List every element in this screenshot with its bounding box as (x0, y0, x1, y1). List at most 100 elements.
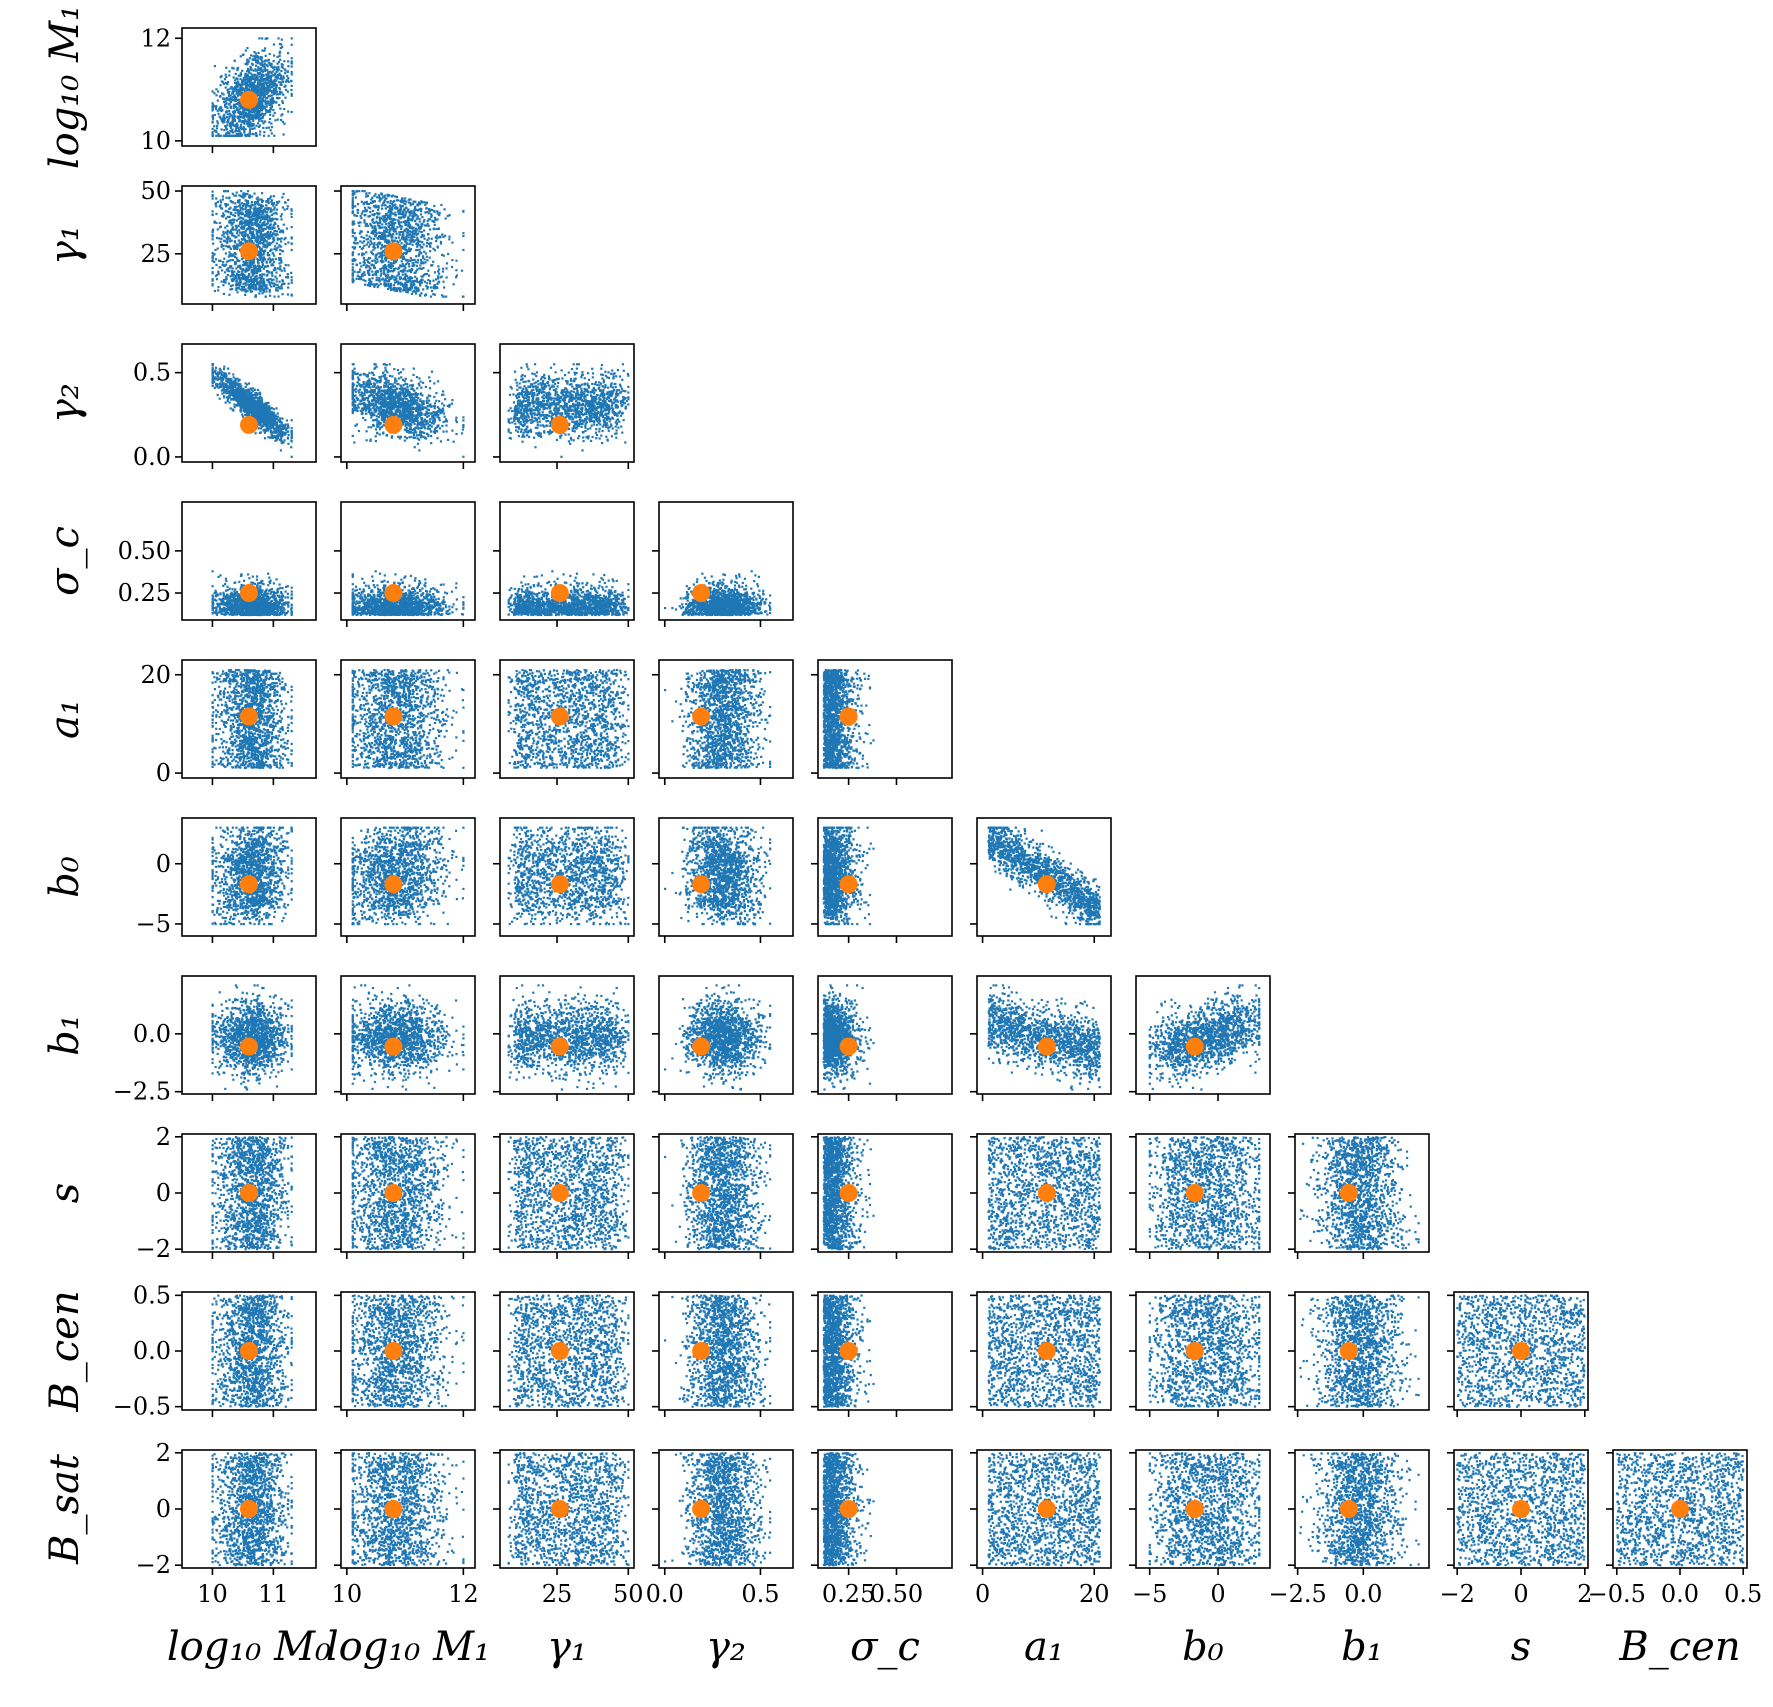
sample-point (269, 118, 271, 120)
sample-point (212, 131, 214, 133)
sample-point (271, 105, 273, 107)
sample-point (273, 248, 275, 250)
sample-point (245, 73, 247, 75)
sample-point (217, 113, 219, 115)
sample-point (278, 81, 280, 83)
sample-point (233, 271, 235, 273)
sample-point (268, 202, 270, 204)
sample-point (270, 98, 272, 100)
sample-point (219, 266, 221, 268)
sample-point (253, 86, 255, 88)
sample-point (280, 240, 282, 242)
sample-point (268, 62, 270, 64)
sample-point (240, 106, 242, 108)
sample-point (279, 249, 281, 251)
sample-point (212, 191, 214, 193)
sample-point (283, 224, 285, 226)
sample-point (261, 87, 263, 89)
sample-point (228, 110, 230, 112)
sample-point (251, 133, 253, 135)
sample-point (230, 105, 232, 107)
sample-point (241, 135, 243, 137)
sample-point (216, 127, 218, 129)
sample-point (240, 126, 242, 128)
sample-point (252, 117, 254, 119)
sample-point (283, 60, 285, 62)
sample-point (215, 130, 217, 132)
sample-point (212, 135, 214, 137)
sample-point (257, 52, 259, 54)
sample-point (271, 63, 273, 65)
sample-point (221, 281, 223, 283)
sample-point (282, 81, 284, 83)
sample-point (271, 126, 273, 128)
sample-point (287, 199, 289, 201)
sample-point (274, 207, 276, 209)
sample-point (245, 78, 247, 80)
sample-point (217, 100, 219, 102)
sample-point (235, 97, 237, 99)
sample-point (232, 124, 234, 126)
sample-point (269, 110, 271, 112)
sample-point (279, 253, 281, 255)
sample-point (255, 132, 257, 134)
sample-point (263, 238, 265, 240)
sample-point (269, 217, 271, 219)
sample-point (241, 258, 243, 260)
sample-point (283, 133, 285, 135)
sample-point (240, 133, 242, 135)
sample-point (212, 238, 214, 240)
sample-point (279, 52, 281, 54)
sample-point (291, 237, 293, 239)
sample-point (237, 85, 239, 87)
sample-point (261, 83, 263, 85)
sample-point (250, 54, 252, 56)
sample-point (272, 109, 274, 111)
sample-point (223, 293, 225, 295)
y-tick-label: 12 (140, 24, 171, 52)
sample-point (263, 82, 265, 84)
sample-point (217, 228, 219, 230)
sample-point (274, 119, 276, 121)
sample-point (271, 102, 273, 104)
sample-point (247, 79, 249, 81)
sample-point (276, 209, 278, 211)
sample-point (219, 222, 221, 224)
sample-point (222, 248, 224, 250)
sample-point (229, 232, 231, 234)
sample-point (280, 84, 282, 86)
sample-point (248, 194, 250, 196)
sample-point (241, 202, 243, 204)
sample-point (261, 77, 263, 79)
sample-point (259, 274, 261, 276)
sample-point (275, 272, 277, 274)
sample-point (271, 94, 273, 96)
sample-point (218, 108, 220, 110)
sample-point (283, 193, 285, 195)
sample-point (254, 68, 256, 70)
sample-point (233, 107, 235, 109)
sample-point (287, 241, 289, 243)
sample-point (221, 128, 223, 130)
sample-point (274, 284, 276, 286)
sample-point (266, 97, 268, 99)
sample-point (268, 135, 270, 137)
sample-point (276, 247, 278, 249)
sample-point (252, 120, 254, 122)
sample-point (249, 57, 251, 59)
sample-point (254, 81, 256, 83)
sample-point (258, 37, 260, 39)
sample-point (230, 101, 232, 103)
y-axis-label-log10_M1: log₁₀ M₁ (42, 5, 88, 169)
sample-point (214, 253, 216, 255)
sample-point (291, 249, 293, 251)
sample-point (238, 75, 240, 77)
sample-point (263, 90, 265, 92)
sample-point (272, 115, 274, 117)
sample-point (279, 265, 281, 267)
sample-point (280, 47, 282, 49)
sample-point (260, 58, 262, 60)
sample-point (236, 135, 238, 137)
sample-point (228, 70, 230, 72)
sample-point (241, 270, 243, 272)
